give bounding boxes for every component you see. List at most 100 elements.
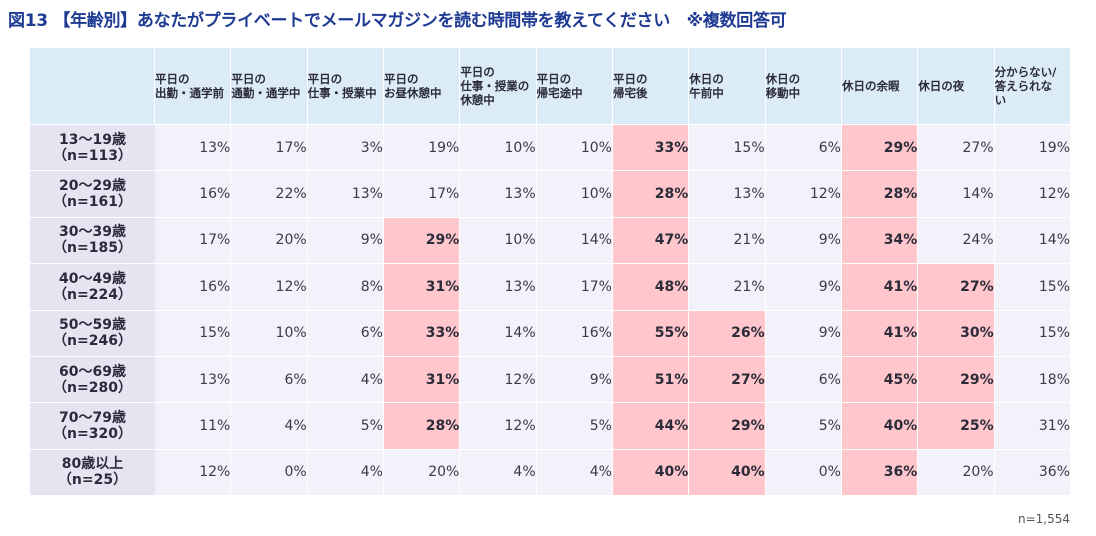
value-cell: 16% (155, 263, 232, 310)
value-cell: 28% (383, 402, 461, 449)
column-header: 分からない/ 答えられな い (994, 48, 1071, 124)
value-cell: 20% (918, 448, 995, 496)
value-cell: 9% (765, 216, 842, 264)
data-table: 平日の 出勤・通学前 平日の 通勤・通学中 平日の 仕事・授業中 平日の お昼休憩中平… (30, 48, 1071, 496)
value-cell: 17% (383, 170, 461, 217)
value-cell: 14% (460, 309, 537, 356)
value-cell: 8% (307, 263, 384, 310)
value-cell: 21% (689, 263, 766, 310)
value-cell: 6% (231, 355, 308, 403)
value-cell: 12% (231, 263, 308, 310)
value-cell: 4% (307, 355, 384, 403)
column-header: 平日の 仕事・授業の 休憩中 (460, 48, 537, 124)
value-cell: 25% (918, 402, 995, 449)
row-label: 60～69歳 （n=280） (30, 355, 155, 403)
value-cell: 4% (231, 402, 308, 449)
table-body: 13～19歳 （n=113） 13% 17% 3% 19% 10% 10% 33% 15% 6% 2… (30, 124, 1071, 496)
value-cell: 9% (536, 355, 613, 403)
value-cell: 14% (536, 216, 613, 264)
column-header: 平日の 通勤・通学中 (231, 48, 308, 124)
value-cell: 9% (765, 309, 842, 356)
value-cell: 14% (918, 170, 995, 217)
value-cell: 22% (231, 170, 308, 217)
value-cell: 40% (841, 402, 919, 449)
value-cell: 15% (155, 309, 232, 356)
header-row: 平日の 出勤・通学前 平日の 通勤・通学中 平日の 仕事・授業中 平日の お昼休憩中平… (30, 48, 1071, 124)
value-cell: 12% (155, 448, 232, 496)
value-cell: 0% (231, 448, 308, 496)
value-cell: 6% (307, 309, 384, 356)
table-row: 60～69歳 （n=280） 13% 6% 4% 31% 12% 9% 51% 27% 6% 45%… (30, 355, 1071, 403)
value-cell: 29% (841, 124, 919, 171)
value-cell: 10% (536, 124, 613, 171)
row-label: 30～39歳 （n=185） (30, 216, 155, 264)
value-cell: 11% (155, 402, 232, 449)
value-cell: 15% (994, 263, 1071, 310)
value-cell: 13% (307, 170, 384, 217)
value-cell: 30% (918, 309, 995, 356)
column-header: 休日の夜 (918, 48, 995, 124)
value-cell: 29% (383, 216, 461, 264)
value-cell: 36% (841, 448, 919, 496)
value-cell: 9% (307, 216, 384, 264)
value-cell: 45% (841, 355, 919, 403)
table-row: 20～29歳 （n=161） 16% 22% 13% 17% 13% 10% 28% 13% 12… (30, 170, 1071, 217)
value-cell: 29% (689, 402, 766, 449)
value-cell: 15% (994, 309, 1071, 356)
value-cell: 5% (536, 402, 613, 449)
value-cell: 41% (841, 309, 919, 356)
row-label: 40～49歳 （n=224） (30, 263, 155, 310)
value-cell: 17% (231, 124, 308, 171)
value-cell: 41% (841, 263, 919, 310)
value-cell: 14% (994, 216, 1071, 264)
value-cell: 9% (765, 263, 842, 310)
value-cell: 51% (612, 355, 690, 403)
value-cell: 34% (841, 216, 919, 264)
value-cell: 24% (918, 216, 995, 264)
value-cell: 0% (765, 448, 842, 496)
value-cell: 15% (689, 124, 766, 171)
value-cell: 29% (918, 355, 995, 403)
value-cell: 27% (918, 124, 995, 171)
table-row: 50～59歳 （n=246） 15% 10% 6% 33% 14% 16% 55% 26% 9% 4… (30, 309, 1071, 356)
value-cell: 4% (536, 448, 613, 496)
table-row: 13～19歳 （n=113） 13% 17% 3% 19% 10% 10% 33% 15% 6% 2… (30, 124, 1071, 171)
value-cell: 26% (689, 309, 766, 356)
value-cell: 13% (689, 170, 766, 217)
value-cell: 19% (994, 124, 1071, 171)
value-cell: 47% (612, 216, 690, 264)
value-cell: 33% (612, 124, 690, 171)
value-cell: 12% (765, 170, 842, 217)
value-cell: 13% (460, 263, 537, 310)
value-cell: 48% (612, 263, 690, 310)
value-cell: 21% (689, 216, 766, 264)
row-label: 20～29歳 （n=161） (30, 170, 155, 217)
value-cell: 17% (155, 216, 232, 264)
row-label: 80歳以上 （n=25） (30, 448, 155, 496)
value-cell: 4% (460, 448, 537, 496)
value-cell: 10% (231, 309, 308, 356)
sample-size-note: n=1,554 (1017, 512, 1070, 526)
column-header: 平日の 帰宅途中 (536, 48, 613, 124)
value-cell: 5% (765, 402, 842, 449)
row-label: 70～79歳 （n=320） (30, 402, 155, 449)
column-header: 平日の お昼休憩中 (383, 48, 461, 124)
column-header: 休日の 午前中 (689, 48, 766, 124)
value-cell: 28% (612, 170, 690, 217)
value-cell: 13% (155, 355, 232, 403)
value-cell: 12% (460, 402, 537, 449)
corner-cell (30, 48, 155, 124)
value-cell: 16% (155, 170, 232, 217)
value-cell: 4% (307, 448, 384, 496)
value-cell: 27% (918, 263, 995, 310)
value-cell: 13% (460, 170, 537, 217)
value-cell: 16% (536, 309, 613, 356)
value-cell: 17% (536, 263, 613, 310)
value-cell: 13% (155, 124, 232, 171)
value-cell: 18% (994, 355, 1071, 403)
value-cell: 20% (231, 216, 308, 264)
column-header: 平日の 帰宅後 (612, 48, 690, 124)
value-cell: 33% (383, 309, 461, 356)
value-cell: 28% (841, 170, 919, 217)
chart-title: 図13 【年齢別】あなたがプライベートでメールマガジンを読む時間帯を教えてくださ… (8, 11, 787, 31)
